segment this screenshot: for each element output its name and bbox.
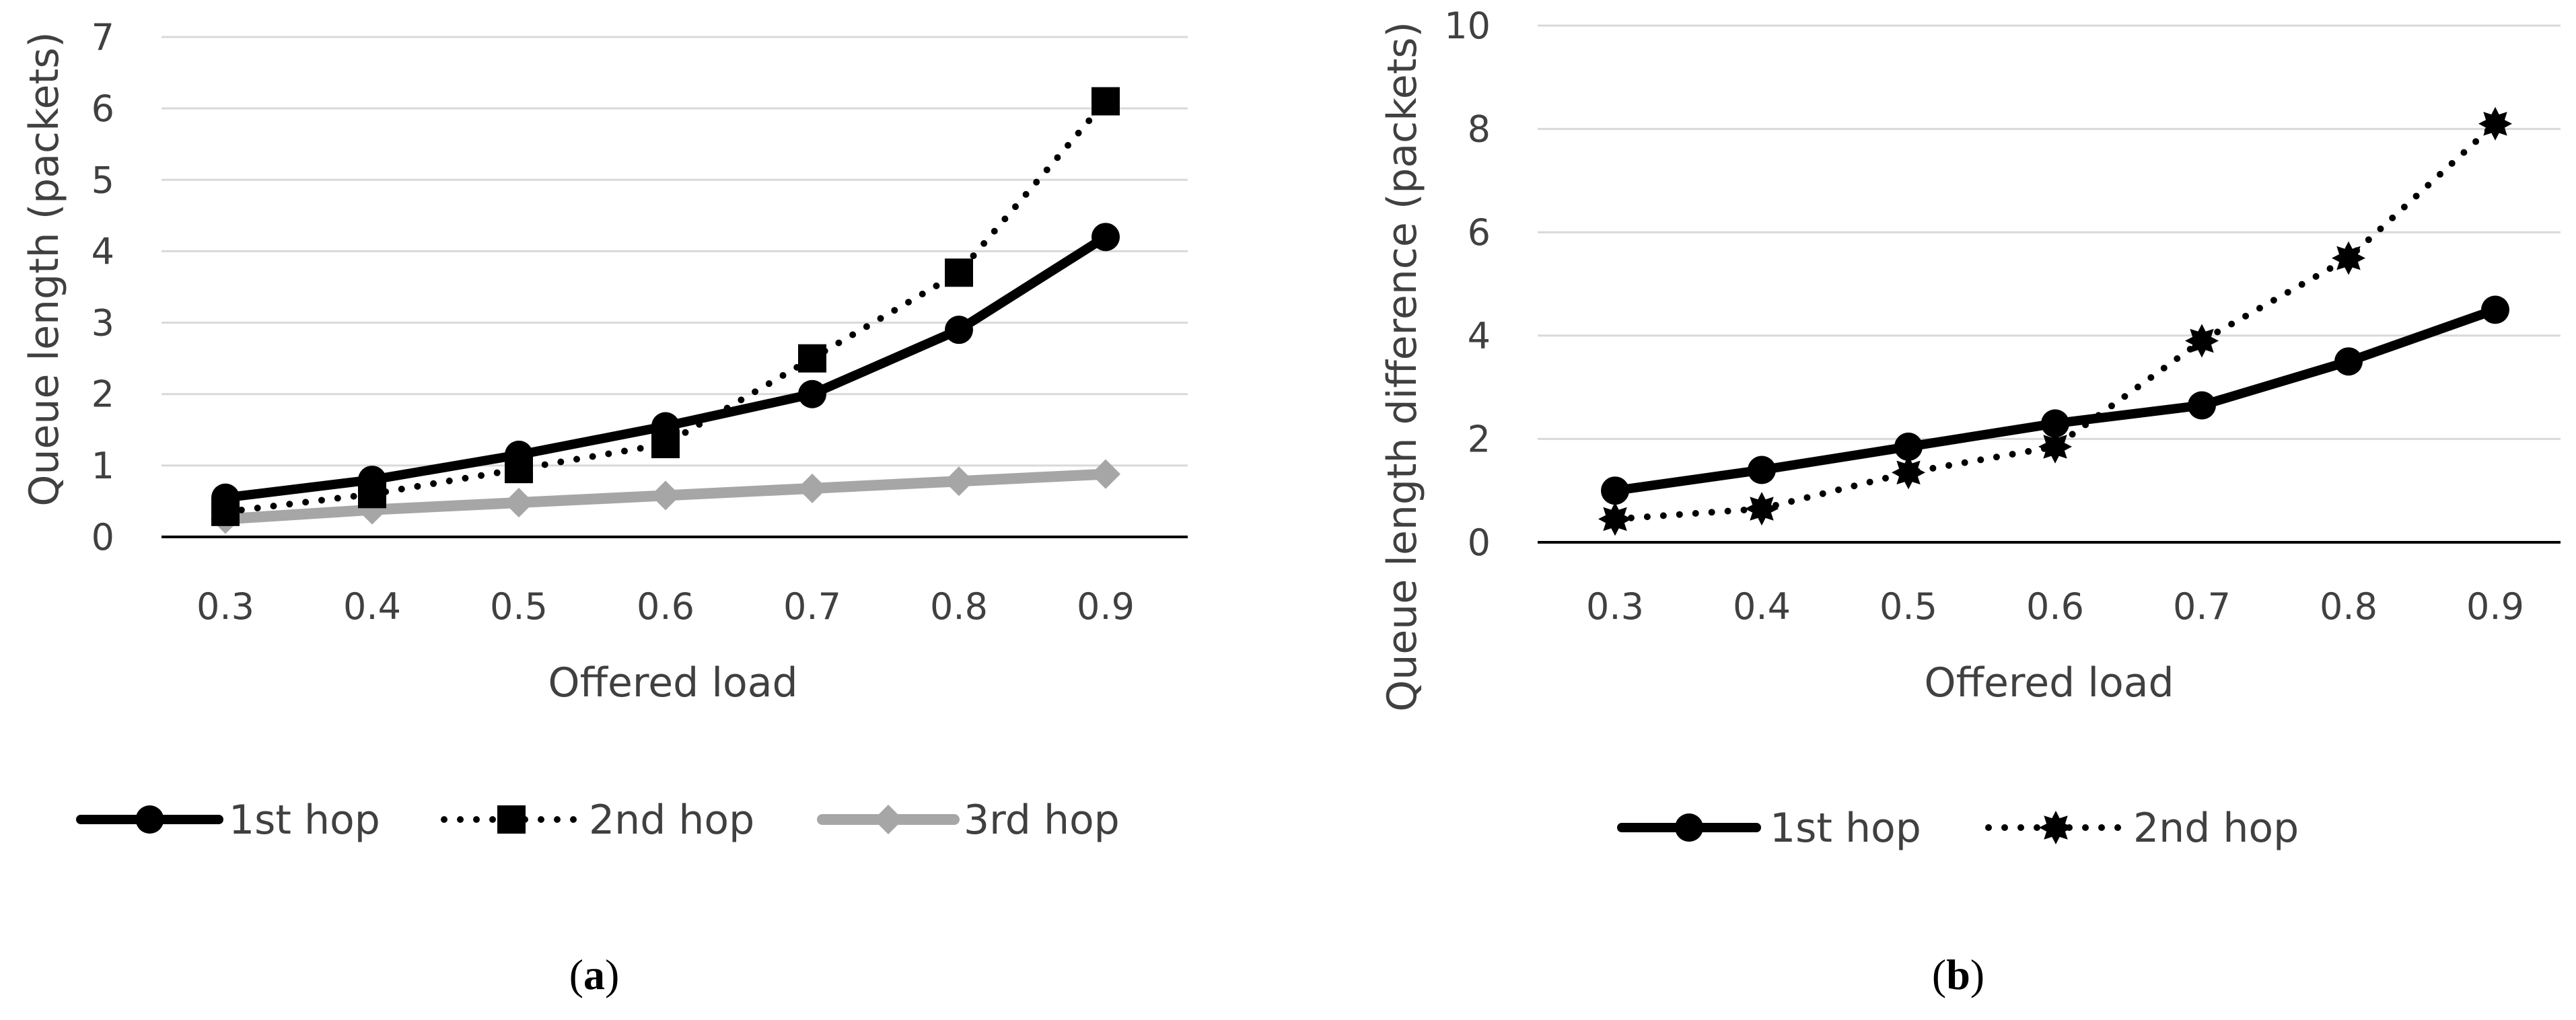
data-point — [1892, 456, 1925, 490]
chart-a-y-ticks: 0 1 2 3 4 5 6 7 — [92, 16, 114, 558]
legend-marker — [2039, 811, 2073, 844]
chart-a-x-ticks: 0.3 0.4 0.5 0.6 0.7 0.8 0.9 — [196, 585, 1135, 628]
x-tick-label: 0.8 — [930, 585, 988, 628]
chart-b-y-ticks: 0 2 4 6 8 10 — [1444, 5, 1491, 564]
y-tick-label: 4 — [1468, 315, 1491, 357]
chart-b: 0 2 4 6 8 10 0.3 0.4 0.5 0.6 0.7 0.8 0.9 Offered lo… — [1379, 5, 2561, 998]
data-point — [358, 466, 386, 495]
y-tick-label: 1 — [92, 445, 114, 487]
data-point — [2334, 347, 2363, 376]
y-tick-label: 0 — [92, 516, 114, 558]
y-tick-label: 2 — [1468, 418, 1491, 460]
y-tick-label: 7 — [92, 16, 114, 59]
data-point — [2041, 409, 2069, 438]
legend-marker — [873, 805, 903, 834]
data-point — [1091, 459, 1120, 489]
chart-a: 0 1 2 3 4 5 6 7 0.3 0.4 0.5 0.6 0.7 0.8 0.9 Offered l… — [21, 16, 1188, 998]
data-point — [211, 483, 240, 512]
y-tick-label: 6 — [92, 87, 114, 130]
series-3rd-hop — [211, 459, 1120, 534]
legend-item: 2nd hop — [441, 797, 754, 844]
x-tick-label: 0.9 — [2466, 585, 2524, 628]
x-tick-label: 0.7 — [783, 585, 841, 628]
x-tick-label: 0.4 — [343, 585, 401, 628]
x-tick-label: 0.3 — [196, 585, 254, 628]
series-2nd-hop — [1598, 106, 2512, 536]
series-2nd-hop — [211, 87, 1120, 526]
chart-a-y-axis-title: Queue length (packets) — [21, 32, 68, 506]
data-point — [797, 473, 827, 503]
y-tick-label: 8 — [1468, 108, 1491, 151]
data-point — [945, 258, 973, 287]
data-point — [1601, 476, 1629, 505]
chart-b-y-axis-title: Queue length difference (packets) — [1379, 22, 1426, 712]
data-point — [798, 344, 826, 373]
series-line — [221, 232, 1110, 503]
legend-marker — [135, 805, 164, 834]
data-point — [2481, 295, 2509, 324]
data-point — [651, 412, 680, 441]
x-tick-label: 0.4 — [1733, 585, 1791, 628]
data-point — [2185, 324, 2219, 358]
data-point — [1745, 492, 1779, 526]
data-point — [651, 480, 680, 511]
data-point — [945, 316, 973, 344]
data-point — [1092, 87, 1120, 116]
legend-label: 2nd hop — [589, 797, 754, 844]
y-tick-label: 6 — [1468, 211, 1491, 254]
x-tick-label: 0.3 — [1586, 585, 1644, 628]
chart-b-x-axis-title: Offered load — [1924, 659, 2174, 706]
y-tick-label: 10 — [1444, 5, 1491, 47]
data-point — [2038, 429, 2072, 464]
y-tick-label: 2 — [92, 373, 114, 416]
legend-label: 1st hop — [1770, 805, 1921, 852]
legend-label: 2nd hop — [2133, 805, 2299, 852]
legend-label: 3rd hop — [964, 797, 1120, 844]
data-point — [1598, 502, 1632, 536]
panel-label-b: (b) — [1932, 951, 1984, 998]
legend-item: 2nd hop — [1985, 805, 2299, 852]
data-point — [1894, 432, 1923, 461]
chart-a-gridlines — [162, 36, 1188, 467]
x-tick-label: 0.7 — [2173, 585, 2231, 628]
legend-item: 1st hop — [1617, 805, 1921, 852]
data-point — [944, 466, 974, 497]
chart-b-gridlines — [1538, 24, 2561, 440]
data-point — [1092, 223, 1120, 252]
data-point — [2478, 106, 2512, 141]
series-1st-hop — [1601, 295, 2509, 505]
data-point — [2332, 241, 2365, 275]
y-tick-label: 5 — [92, 159, 114, 201]
x-tick-label: 0.5 — [490, 585, 548, 628]
data-point — [2188, 391, 2216, 420]
data-point — [1748, 456, 1776, 484]
x-tick-label: 0.5 — [1880, 585, 1937, 628]
data-point — [504, 488, 534, 518]
y-tick-label: 0 — [1468, 521, 1491, 564]
legend-item: 1st hop — [76, 797, 380, 844]
legend-marker — [1675, 813, 1703, 842]
series-1st-hop — [211, 223, 1120, 512]
data-point — [798, 379, 826, 408]
x-tick-label: 0.9 — [1077, 585, 1135, 628]
x-tick-label: 0.8 — [2320, 585, 2377, 628]
x-tick-label: 0.6 — [637, 585, 694, 628]
x-tick-label: 0.6 — [2026, 585, 2084, 628]
chart-a-x-axis-title: Offered load — [548, 659, 797, 706]
data-point — [505, 440, 533, 469]
chart-a-legend: 1st hop 2nd hop 3rd hop — [76, 797, 1120, 844]
panel-label-a: (a) — [569, 951, 620, 998]
y-tick-label: 3 — [92, 302, 114, 344]
chart-b-series — [1598, 106, 2512, 536]
y-tick-label: 4 — [92, 230, 114, 272]
chart-b-legend: 1st hop 2nd hop — [1617, 805, 2299, 852]
chart-b-x-ticks: 0.3 0.4 0.5 0.6 0.7 0.8 0.9 — [1586, 585, 2524, 628]
legend-item: 3rd hop — [817, 797, 1120, 844]
legend-label: 1st hop — [229, 797, 380, 844]
chart-a-series — [211, 87, 1120, 534]
legend-marker — [497, 805, 526, 834]
